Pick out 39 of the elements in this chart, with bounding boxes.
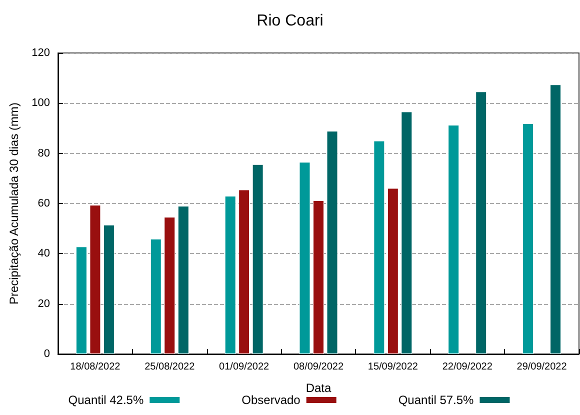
bar	[224, 196, 236, 354]
bar	[178, 206, 189, 354]
legend-label: Quantil 57.5%	[398, 393, 474, 407]
y-tick-label: 40	[38, 248, 50, 260]
x-tick-label: 15/09/2022	[368, 362, 418, 372]
legend-label: Quantil 42.5%	[68, 393, 144, 407]
bar	[76, 246, 87, 354]
x-tick-label: 18/08/2022	[70, 362, 121, 372]
y-axis-title: Precipitação Acumulada 30 dias (mm)	[7, 102, 21, 305]
y-tick-label: 120	[32, 47, 50, 59]
x-tick-label: 01/09/2022	[219, 362, 270, 372]
y-tick-label: 80	[38, 147, 50, 160]
bar	[164, 217, 176, 354]
bar	[313, 200, 324, 354]
bar	[238, 190, 250, 354]
bar	[476, 92, 487, 354]
bar	[299, 162, 310, 354]
x-tick-label: 22/09/2022	[442, 362, 493, 372]
x-tick-label: 25/08/2022	[144, 362, 196, 372]
bar	[522, 123, 534, 354]
bar	[103, 224, 114, 354]
bar	[448, 124, 460, 354]
bar	[90, 205, 101, 354]
y-tick-label: 20	[38, 298, 50, 310]
bar	[150, 238, 162, 354]
legend-label: Observado	[242, 393, 301, 407]
bar	[401, 112, 412, 354]
chart-title: Rio Coari	[256, 12, 324, 30]
y-tick-label: 0	[44, 348, 50, 360]
bar	[326, 131, 338, 354]
y-tick-label: 100	[32, 97, 50, 110]
y-tick-label: 60	[38, 198, 50, 210]
x-tick-label: 08/09/2022	[293, 362, 344, 372]
x-axis-title: Data	[306, 381, 332, 395]
x-tick-label: 29/09/2022	[516, 362, 568, 372]
bar	[550, 84, 562, 354]
bar	[387, 188, 398, 354]
bar	[252, 164, 264, 354]
bar	[374, 140, 385, 354]
